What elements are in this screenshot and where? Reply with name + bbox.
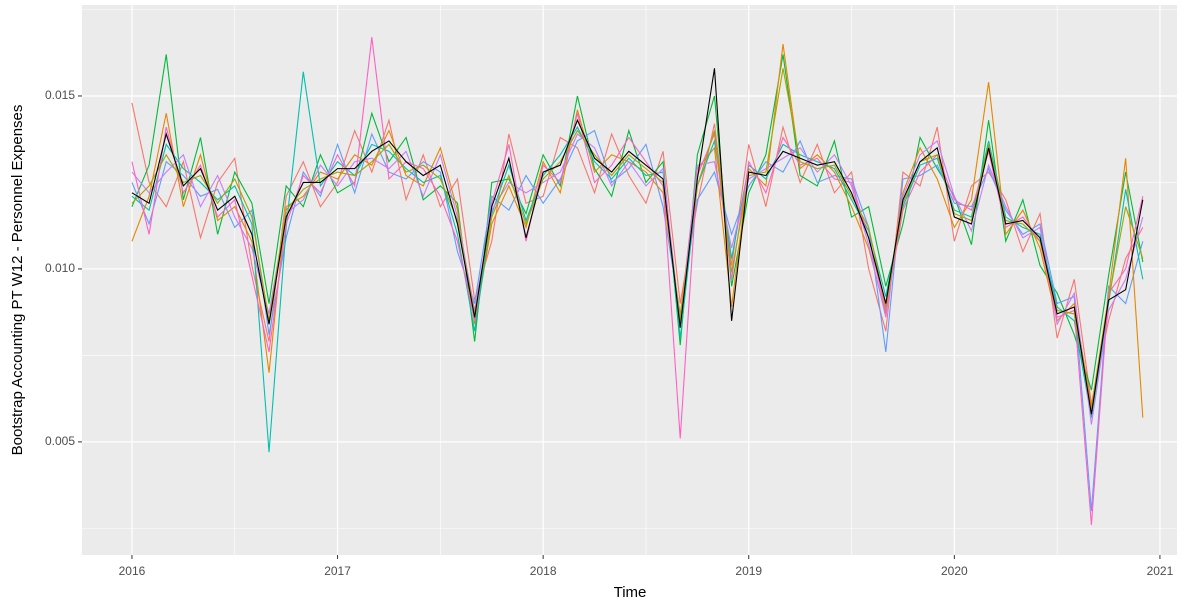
series-line	[131, 71, 1144, 453]
x-axis-title: Time	[614, 584, 647, 601]
x-tick-label: 2019	[735, 564, 762, 578]
y-tick-label: 0.010	[45, 261, 75, 275]
series-line	[131, 37, 1144, 525]
series-line	[131, 68, 1144, 411]
x-tick-label: 2021	[1147, 564, 1174, 578]
x-tick-label: 2017	[324, 564, 351, 578]
x-tick-label: 2020	[941, 564, 968, 578]
series-line	[131, 68, 1144, 415]
y-axis-title: Bootstrap Accounting PT W12 - Personnel …	[9, 105, 26, 456]
x-tick-label: 2016	[119, 564, 146, 578]
x-tick-label: 2018	[530, 564, 557, 578]
panel	[82, 5, 1177, 555]
y-tick-label: 0.005	[45, 434, 75, 448]
y-tick-label: 0.015	[45, 88, 75, 102]
series-line	[131, 133, 1144, 425]
